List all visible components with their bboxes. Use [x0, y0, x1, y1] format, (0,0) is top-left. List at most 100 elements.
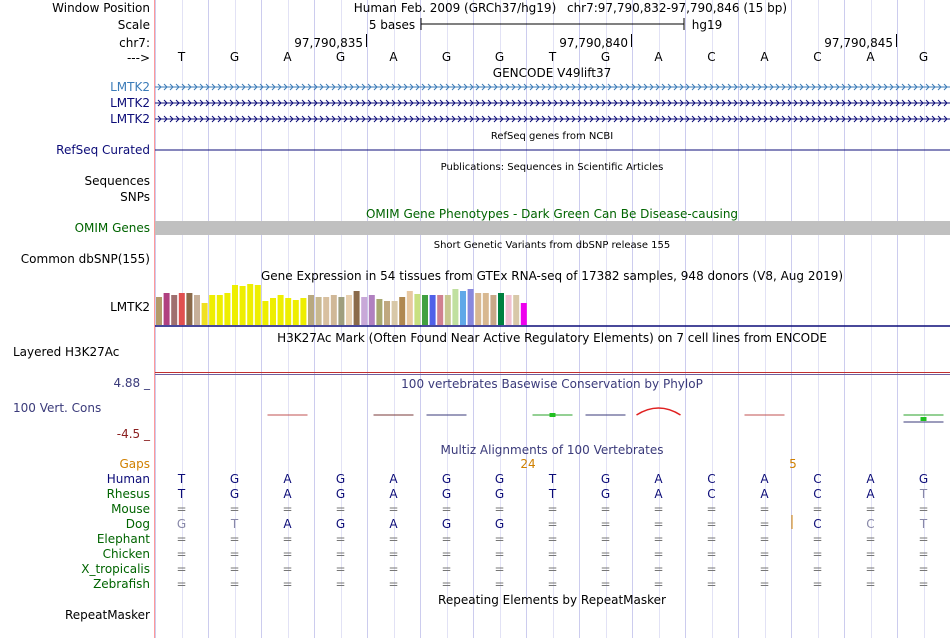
reference-base: G [919, 50, 928, 64]
strand-label[interactable]: ---> [126, 51, 150, 65]
omim-track-title: OMIM Gene Phenotypes - Dark Green Can Be… [366, 207, 738, 221]
alignment-base: = [759, 532, 769, 546]
h3k27ac-track-label[interactable]: Layered H3K27Ac [13, 345, 120, 359]
alignment-base: G [442, 517, 451, 531]
alignment-base: = [759, 562, 769, 576]
alignment-base: G [495, 472, 504, 486]
alignment-base: A [654, 487, 663, 501]
alignment-base: = [812, 562, 822, 576]
alignment-base: = [282, 547, 292, 561]
alignment-base: A [389, 472, 398, 486]
alignment-base: = [176, 562, 186, 576]
publications-snps-label[interactable]: SNPs [120, 190, 150, 204]
alignment-base: = [706, 532, 716, 546]
gtex-tissue-bar [368, 295, 375, 325]
alignment-base: = [865, 577, 875, 591]
gtex-tissue-bar [475, 293, 482, 325]
alignment-base: T [919, 487, 928, 501]
gencode-track-label-1[interactable]: LMTK2 [110, 80, 150, 94]
chromosome-label: chr7: [119, 36, 150, 50]
reference-base: A [866, 50, 875, 64]
alignment-base: = [600, 517, 610, 531]
phylop-track-label[interactable]: 100 Vert. Cons [13, 401, 102, 415]
gtex-tissue-bar [277, 295, 284, 325]
alignment-base: G [601, 472, 610, 486]
alignment-base: = [600, 547, 610, 561]
alignment-base: = [865, 502, 875, 516]
dbsnp-track-label[interactable]: Common dbSNP(155) [20, 252, 150, 266]
refseq-track-label[interactable]: RefSeq Curated [56, 143, 150, 157]
alignment-base: = [547, 517, 557, 531]
alignment-base: = [653, 502, 663, 516]
species-label-chicken: Chicken [102, 547, 150, 561]
alignment-base: G [336, 517, 345, 531]
alignment-base: = [865, 532, 875, 546]
alignment-base: G [336, 487, 345, 501]
alignment-base: = [812, 547, 822, 561]
alignment-base: = [441, 502, 451, 516]
gtex-tissue-bar [498, 293, 504, 325]
gencode-track-title: GENCODE V49lift37 [493, 66, 611, 80]
reference-base: T [548, 50, 557, 64]
alignment-base: = [494, 532, 504, 546]
alignment-base: = [653, 517, 663, 531]
repeatmasker-track-title: Repeating Elements by RepeatMasker [438, 593, 666, 607]
alignment-base: A [760, 472, 769, 486]
alignment-base: = [706, 577, 716, 591]
alignment-base: G [442, 487, 451, 501]
gtex-track-label[interactable]: LMTK2 [110, 300, 150, 314]
phylop-track-title: 100 vertebrates Basewise Conservation by… [401, 377, 703, 391]
alignment-base: = [865, 547, 875, 561]
gencode-track-label-2[interactable]: LMTK2 [110, 96, 150, 110]
alignment-base: = [229, 502, 239, 516]
scale-db: hg19 [692, 18, 723, 32]
alignment-base: = [335, 562, 345, 576]
gencode-track-label-3[interactable]: LMTK2 [110, 112, 150, 126]
alignment-base: A [654, 472, 663, 486]
reference-base: C [707, 50, 715, 64]
alignment-base: = [441, 577, 451, 591]
gap-count: 5 [789, 457, 797, 471]
gtex-tissue-bar [414, 294, 421, 325]
alignment-base: = [494, 562, 504, 576]
reference-base: G [442, 50, 451, 64]
alignment-base: = [706, 517, 716, 531]
alignment-base: G [919, 472, 928, 486]
gtex-tissue-bar [482, 293, 489, 325]
gtex-tissue-bar [323, 297, 330, 325]
alignment-base: = [494, 577, 504, 591]
alignment-base: = [653, 547, 663, 561]
track-area[interactable]: Human Feb. 2009 (GRCh37/hg19) chr7:97,790… [155, 0, 950, 638]
gtex-tissue-bar [444, 295, 451, 325]
alignment-base: = [547, 547, 557, 561]
reference-base: C [813, 50, 821, 64]
alignment-base: = [176, 547, 186, 561]
publications-sequences-label[interactable]: Sequences [84, 174, 150, 188]
alignment-base: = [229, 547, 239, 561]
alignment-base: = [441, 532, 451, 546]
alignment-base: = [282, 577, 292, 591]
gtex-tissue-bar [216, 295, 223, 325]
species-label-rhesus: Rhesus [106, 487, 150, 501]
alignment-base: = [229, 562, 239, 576]
gtex-track-title: Gene Expression in 54 tissues from GTEx … [261, 269, 843, 283]
alignment-base: C [707, 487, 715, 501]
species-label-zebrafish: Zebrafish [93, 577, 150, 591]
alignment-base: = [335, 547, 345, 561]
label-divider[interactable] [154, 0, 155, 638]
gencode-strand-arrows [157, 83, 948, 91]
repeatmasker-track-label[interactable]: RepeatMasker [64, 608, 150, 622]
gtex-tissue-bar [437, 295, 444, 325]
gencode-strand-arrows [157, 115, 948, 123]
alignment-base: = [759, 547, 769, 561]
gtex-tissue-bar [315, 297, 322, 325]
gtex-tissue-bar [300, 298, 307, 325]
gtex-tissue-bar [346, 295, 352, 325]
scale-label: Scale [117, 18, 150, 32]
alignment-base: = [653, 562, 663, 576]
alignment-base: C [813, 487, 821, 501]
omim-track-label[interactable]: OMIM Genes [74, 221, 150, 235]
gtex-tissue-bar [520, 303, 527, 325]
alignment-base: = [547, 577, 557, 591]
